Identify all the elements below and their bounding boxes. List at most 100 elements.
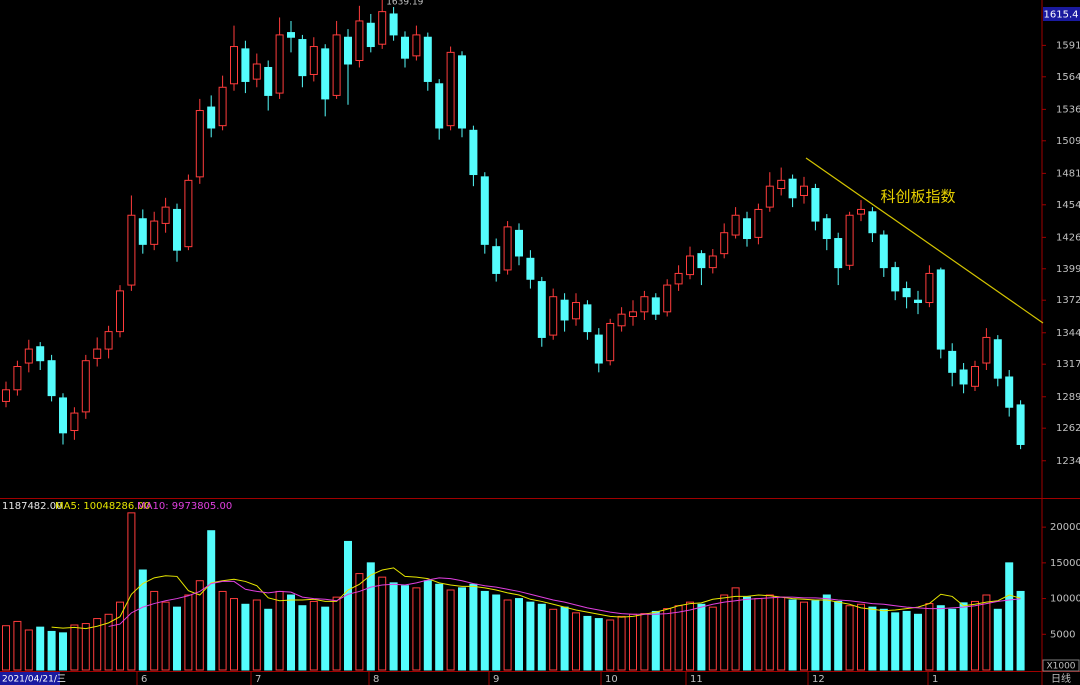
- volume-bar: [24, 629, 33, 671]
- volume-bar: [492, 594, 501, 671]
- volume-bar: [412, 587, 421, 671]
- volume-bar: [344, 540, 352, 671]
- unit-box: [1042, 659, 1080, 672]
- volume-bar: [948, 608, 957, 671]
- volume-bar: [1016, 590, 1025, 671]
- candle-body: [936, 269, 945, 350]
- volume-bar: [617, 615, 626, 671]
- candle-body: [218, 86, 227, 127]
- x-tick-label: 7: [255, 674, 261, 685]
- volume-bar: [93, 618, 102, 671]
- price-panel: [2, 0, 1025, 450]
- volume-bar: [879, 608, 888, 671]
- volume-bar: [184, 594, 193, 671]
- y-tick-label: 15000: [1050, 558, 1080, 569]
- volume-bar: [902, 610, 911, 671]
- start-date: 2021/04/21/三: [2, 675, 66, 685]
- candle-body: [583, 304, 592, 333]
- candle-body: [526, 257, 535, 280]
- y-tick-label: 1234: [1056, 456, 1080, 467]
- date-box: [0, 672, 60, 685]
- candle-body: [36, 346, 45, 362]
- volume-bar: [959, 602, 968, 671]
- candle-body: [492, 246, 501, 274]
- volume-bar: [777, 596, 786, 671]
- candle-body: [1016, 404, 1025, 445]
- candle-body: [731, 214, 740, 236]
- candle-body: [743, 218, 751, 240]
- y-tick-label: 1591: [1056, 40, 1080, 51]
- candle-body: [777, 179, 786, 189]
- volume-bar: [629, 613, 637, 671]
- price-tag: 1615.4: [1044, 10, 1079, 21]
- candle-body: [423, 36, 432, 82]
- volume-bar: [651, 610, 660, 671]
- candle-body: [298, 39, 307, 77]
- candle-body: [287, 32, 295, 38]
- x-tick-label: 9: [493, 674, 499, 685]
- candle-body: [70, 412, 79, 432]
- candle-body: [606, 322, 615, 362]
- candle-body: [458, 55, 466, 129]
- candle-body: [834, 238, 843, 269]
- volume-bar: [708, 606, 717, 671]
- volume-bar: [811, 600, 820, 671]
- volume-legend: 1187482.00: [2, 501, 62, 512]
- candle-body: [104, 331, 113, 350]
- volume-bar: [81, 623, 90, 671]
- volume-bar: [503, 599, 512, 671]
- candle-body: [765, 185, 774, 208]
- candle-body: [138, 218, 147, 245]
- volume-bar: [936, 605, 945, 671]
- volume-bar: [401, 585, 409, 671]
- period: 日线: [1051, 672, 1071, 685]
- candle-body: [207, 106, 216, 129]
- volume-bar: [230, 598, 238, 671]
- volume-bar: [332, 596, 341, 671]
- y-tick-label: 5000: [1050, 629, 1075, 640]
- candle-body: [47, 360, 56, 397]
- y-tick-label: 1509: [1056, 136, 1080, 147]
- volume-bar: [572, 612, 580, 671]
- candle-body: [195, 110, 204, 178]
- y-tick-label: 1481: [1056, 168, 1080, 179]
- annotation: 科创板指数: [880, 188, 955, 206]
- x-tick-label: 8: [373, 674, 379, 685]
- candle-body: [549, 296, 558, 336]
- volume-bar: [914, 613, 922, 671]
- candle-body: [1005, 376, 1014, 408]
- candle-body: [59, 397, 67, 434]
- volume-bar: [606, 619, 615, 671]
- volume-bar: [982, 594, 991, 671]
- candle-body: [252, 63, 261, 80]
- candle-body: [435, 83, 444, 129]
- volume-bar: [435, 583, 444, 671]
- volume-bar: [469, 583, 478, 671]
- volume-bar: [104, 613, 113, 671]
- candle-body: [446, 51, 455, 127]
- candle-body: [993, 339, 1002, 379]
- candle-body: [720, 232, 729, 255]
- volume-bar: [173, 606, 181, 671]
- volume-bar: [743, 596, 751, 671]
- volume-bar: [674, 605, 683, 671]
- candle-body: [914, 299, 922, 304]
- volume-bar: [378, 576, 387, 671]
- volume-bar: [241, 603, 250, 671]
- volume-bar: [800, 601, 808, 671]
- y-tick-label: 1317: [1056, 359, 1080, 370]
- candle-body: [116, 290, 124, 333]
- volume-bar: [594, 618, 603, 671]
- candle-body: [560, 299, 569, 321]
- candle-body: [13, 366, 22, 391]
- volume-bar: [834, 600, 843, 671]
- volume-bar: [287, 594, 295, 671]
- x-tick-label: 12: [812, 674, 825, 685]
- volume-bar: [207, 530, 216, 671]
- volume-bar: [59, 632, 67, 671]
- volume-bar: [355, 573, 364, 671]
- candle-body: [617, 313, 626, 327]
- candle-body: [173, 208, 181, 251]
- candle-body: [401, 36, 409, 59]
- candle-body: [161, 206, 170, 224]
